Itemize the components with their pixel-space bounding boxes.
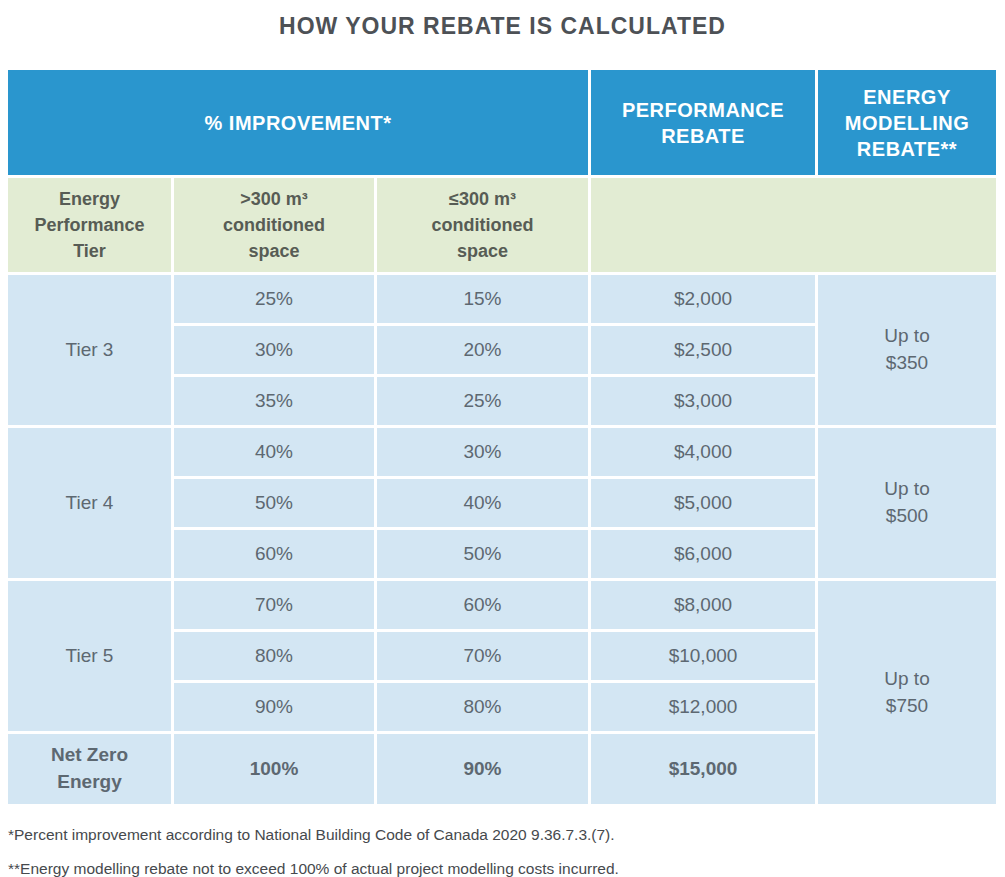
table-subheader-row: Energy Performance Tier >300 m³ conditio…: [8, 178, 996, 272]
header-performance-rebate: PERFORMANCE REBATE: [591, 70, 815, 175]
improvement-large-cell: 80%: [174, 632, 374, 680]
table-header-row: % IMPROVEMENT* PERFORMANCE REBATE ENERGY…: [8, 70, 996, 175]
performance-rebate-cell: $2,500: [591, 326, 815, 374]
table-row: Tier 4 40% 30% $4,000 Up to $500: [8, 428, 996, 476]
rebate-table: % IMPROVEMENT* PERFORMANCE REBATE ENERGY…: [5, 67, 999, 807]
table-row: Tier 5 70% 60% $8,000 Up to $750: [8, 581, 996, 629]
improvement-small-cell: 60%: [377, 581, 588, 629]
header-energy-modelling-rebate: ENERGY MODELLING REBATE**: [818, 70, 996, 175]
improvement-large-cell: 30%: [174, 326, 374, 374]
improvement-large-cell: 35%: [174, 377, 374, 425]
modelling-rebate-cell: Up to $750: [818, 581, 996, 804]
page: HOW YOUR REBATE IS CALCULATED % IMPROVEM…: [0, 0, 1005, 877]
improvement-large-cell: 25%: [174, 275, 374, 323]
improvement-small-cell: 25%: [377, 377, 588, 425]
modelling-rebate-cell: Up to $500: [818, 428, 996, 578]
page-title: HOW YOUR REBATE IS CALCULATED: [0, 0, 1005, 40]
subheader-tier: Energy Performance Tier: [8, 178, 171, 272]
tier-label: Net Zero Energy: [8, 734, 171, 804]
performance-rebate-cell: $6,000: [591, 530, 815, 578]
subheader-small-space: ≤300 m³ conditioned space: [377, 178, 588, 272]
modelling-rebate-cell: Up to $350: [818, 275, 996, 425]
performance-rebate-cell: $4,000: [591, 428, 815, 476]
improvement-small-cell: 20%: [377, 326, 588, 374]
tier-label: Tier 5: [8, 581, 171, 731]
performance-rebate-cell: $15,000: [591, 734, 815, 804]
footnote-percent-improvement: *Percent improvement according to Nation…: [8, 821, 1005, 848]
footnotes: *Percent improvement according to Nation…: [8, 821, 1005, 877]
improvement-small-cell: 15%: [377, 275, 588, 323]
improvement-small-cell: 30%: [377, 428, 588, 476]
improvement-large-cell: 60%: [174, 530, 374, 578]
performance-rebate-cell: $2,000: [591, 275, 815, 323]
improvement-small-cell: 80%: [377, 683, 588, 731]
tier-label: Tier 4: [8, 428, 171, 578]
tier-label: Tier 3: [8, 275, 171, 425]
performance-rebate-cell: $12,000: [591, 683, 815, 731]
improvement-small-cell: 70%: [377, 632, 588, 680]
performance-rebate-cell: $5,000: [591, 479, 815, 527]
improvement-small-cell: 40%: [377, 479, 588, 527]
improvement-large-cell: 70%: [174, 581, 374, 629]
improvement-large-cell: 50%: [174, 479, 374, 527]
improvement-large-cell: 40%: [174, 428, 374, 476]
subheader-empty: [591, 178, 996, 272]
table-row: Tier 3 25% 15% $2,000 Up to $350: [8, 275, 996, 323]
performance-rebate-cell: $10,000: [591, 632, 815, 680]
improvement-large-cell: 100%: [174, 734, 374, 804]
performance-rebate-cell: $8,000: [591, 581, 815, 629]
improvement-small-cell: 50%: [377, 530, 588, 578]
header-improvement: % IMPROVEMENT*: [8, 70, 588, 175]
improvement-small-cell: 90%: [377, 734, 588, 804]
subheader-large-space: >300 m³ conditioned space: [174, 178, 374, 272]
footnote-modelling-rebate: **Energy modelling rebate not to exceed …: [8, 855, 1005, 877]
performance-rebate-cell: $3,000: [591, 377, 815, 425]
improvement-large-cell: 90%: [174, 683, 374, 731]
